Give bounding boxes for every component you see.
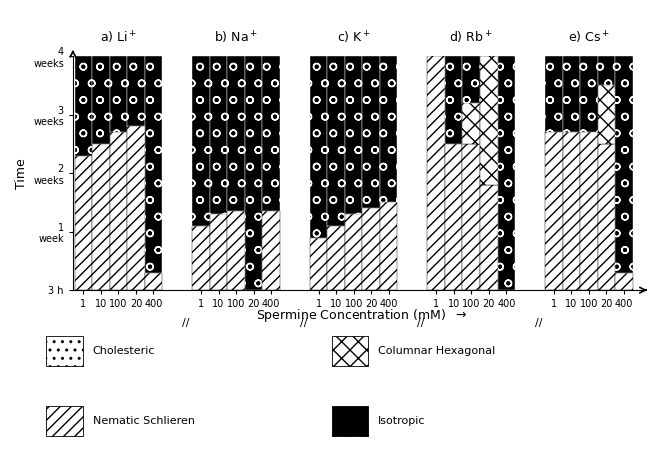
Bar [363,208,380,290]
Bar [192,226,210,290]
Bar [75,56,92,155]
Bar [245,56,263,290]
Bar [428,56,445,290]
Bar [363,56,380,208]
Bar [263,56,280,211]
Bar [562,56,580,132]
Text: e) Cs$^+$: e) Cs$^+$ [568,29,610,46]
Bar [480,185,497,290]
Bar [210,56,227,214]
Y-axis label: Time: Time [15,158,28,189]
Bar [445,56,463,144]
Bar [92,144,109,290]
Text: //: // [300,318,308,328]
Bar [615,56,633,272]
Text: c) K$^+$: c) K$^+$ [337,29,371,46]
Text: //: // [418,318,425,328]
Bar [463,56,480,103]
Bar [328,226,345,290]
Bar [580,56,597,132]
Bar [109,56,127,132]
Bar [380,202,397,290]
Bar [345,56,363,214]
Bar [127,56,145,126]
Bar [328,56,345,226]
Text: b) Na$^+$: b) Na$^+$ [214,29,258,46]
Bar [497,56,515,290]
Bar [210,214,227,290]
Text: a) Li$^+$: a) Li$^+$ [100,29,137,46]
Bar [463,103,480,144]
Bar [445,144,463,290]
Bar [480,56,497,185]
Text: Isotropic: Isotropic [378,416,426,426]
Bar [145,56,162,272]
Text: Columnar Hexagonal: Columnar Hexagonal [378,346,495,356]
Bar [310,237,328,290]
Text: Spermine Concentration (mM)  $\rightarrow$: Spermine Concentration (mM) $\rightarrow… [256,307,467,323]
Text: //: // [182,318,190,328]
Text: Nematic Schlieren: Nematic Schlieren [93,416,195,426]
Bar [562,132,580,290]
Bar [145,272,162,290]
Bar [615,272,633,290]
Text: d) Rb$^+$: d) Rb$^+$ [450,29,493,46]
Bar [545,132,562,290]
Bar [109,132,127,290]
Bar [263,211,280,290]
Bar [192,56,210,226]
Bar [597,144,615,290]
Bar [310,56,328,237]
Text: Cholesteric: Cholesteric [93,346,155,356]
Bar [127,126,145,290]
Bar [463,144,480,290]
Bar [597,85,615,144]
Text: //: // [535,318,542,328]
Bar [92,56,109,144]
Bar [345,214,363,290]
Bar [227,56,245,211]
Bar [597,56,615,85]
Bar [380,56,397,202]
Bar [545,56,562,132]
Bar [75,155,92,290]
Bar [227,211,245,290]
Bar [580,132,597,290]
